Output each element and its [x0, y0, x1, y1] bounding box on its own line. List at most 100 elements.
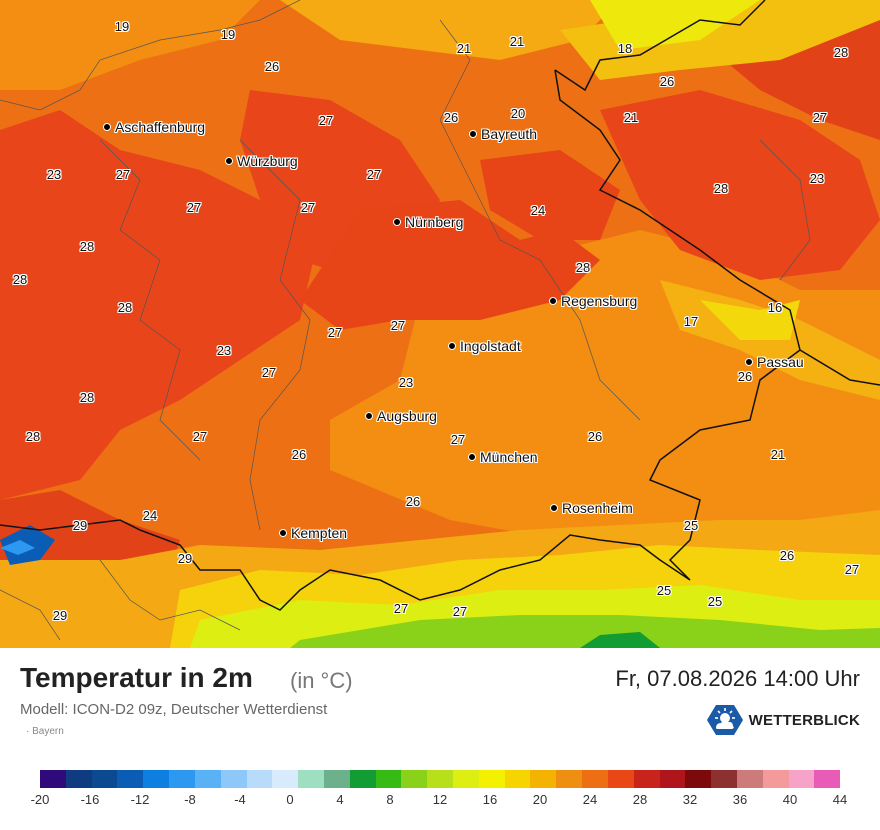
temp-value: 28: [79, 390, 95, 405]
temperature-map: Aschaffenburg Würzburg Bayreuth Nürnberg…: [0, 0, 880, 648]
scale-tick-label: -8: [184, 792, 196, 807]
temp-value: 16: [767, 300, 783, 315]
temp-value: 27: [327, 325, 343, 340]
city-muenchen: München: [468, 449, 538, 465]
unit-label: (in °C): [290, 668, 353, 693]
temp-value: 29: [52, 608, 68, 623]
scale-tick-label: -20: [30, 792, 50, 807]
city-wuerzburg: Würzburg: [225, 153, 298, 169]
scale-swatch: [91, 770, 118, 788]
scale-tick-label: 44: [832, 792, 848, 807]
scale-swatch: [298, 770, 324, 788]
scale-swatch: [685, 770, 712, 788]
temperature-field: [0, 0, 880, 648]
scale-swatch: [659, 770, 686, 788]
scale-swatch: [220, 770, 247, 788]
temp-value: 19: [220, 27, 236, 42]
scale-swatch: [453, 770, 479, 788]
scale-tick-label: 12: [432, 792, 448, 807]
temp-value: 27: [450, 432, 466, 447]
scale-tick-label: 0: [286, 792, 294, 807]
city-label: Ingolstadt: [460, 338, 521, 354]
model-info: Modell: ICON-D2 09z, Deutscher Wetterdie…: [20, 701, 328, 718]
temp-value: 21: [509, 34, 525, 49]
scale-swatch: [788, 770, 815, 788]
scale-swatch: [582, 770, 608, 788]
city-ingolstadt: Ingolstadt: [448, 338, 521, 354]
forecast-datetime: Fr, 07.08.2026 14:00 Uhr: [615, 666, 860, 691]
temp-value: 27: [318, 113, 334, 128]
city-marker-icon: [468, 453, 476, 462]
city-marker-icon: [745, 358, 753, 367]
temp-value: 27: [115, 167, 131, 182]
temp-value: 24: [142, 508, 158, 523]
city-marker-icon: [550, 504, 558, 513]
scale-tick-label: 40: [782, 792, 798, 807]
temp-value: 28: [833, 45, 849, 60]
temp-value: 26: [405, 494, 421, 509]
sun-cloud-hexagon-icon: [706, 705, 743, 735]
temp-value: 27: [192, 429, 208, 444]
scale-tick-label: 8: [386, 792, 394, 807]
temp-value: 29: [72, 518, 88, 533]
city-regensburg: Regensburg: [549, 293, 637, 309]
city-label: München: [480, 449, 538, 465]
temp-value: 26: [291, 447, 307, 462]
temp-value: 27: [844, 562, 860, 577]
scale-swatch: [401, 770, 428, 788]
city-label: Nürnberg: [405, 214, 464, 230]
scale-swatch: [349, 770, 376, 788]
city-label: Rosenheim: [562, 500, 633, 516]
temp-value: 28: [12, 272, 28, 287]
scale-tick-label: 36: [732, 792, 748, 807]
temp-value: 27: [366, 167, 382, 182]
temp-value: 26: [737, 369, 753, 384]
city-label: Bayreuth: [481, 126, 538, 142]
city-bayreuth: Bayreuth: [469, 126, 537, 142]
scale-tick-label: 28: [632, 792, 648, 807]
temp-value: 26: [659, 74, 675, 89]
map-footer: Temperatur in 2m (in °C) Fr, 07.08.2026 …: [0, 648, 880, 830]
city-label: Regensburg: [561, 293, 638, 309]
scale-tick-label: -4: [234, 792, 246, 807]
brand-name: WETTERBLICK: [748, 711, 860, 729]
scale-swatch: [556, 770, 583, 788]
scale-tick-label: 16: [482, 792, 498, 807]
city-marker-icon: [103, 123, 111, 132]
temp-value: 27: [812, 110, 828, 125]
scale-swatch: [143, 770, 170, 788]
scale-swatch: [40, 770, 66, 788]
temp-value: 26: [779, 548, 795, 563]
temp-value: 21: [456, 41, 472, 56]
scale-swatch: [762, 770, 789, 788]
city-marker-icon: [225, 157, 233, 166]
temp-value: 26: [443, 110, 459, 125]
city-marker-icon: [279, 529, 287, 538]
city-passau: Passau: [745, 354, 804, 370]
city-kempten: Kempten: [279, 525, 347, 541]
city-label: Aschaffenburg: [115, 119, 206, 135]
scale-tick-label: 24: [582, 792, 598, 807]
city-marker-icon: [549, 297, 557, 306]
temp-value: 28: [25, 429, 41, 444]
scale-swatch: [323, 770, 350, 788]
temp-value: 27: [186, 200, 202, 215]
scale-swatch: [478, 770, 505, 788]
scale-swatch: [736, 770, 763, 788]
city-label: Passau: [757, 354, 804, 370]
city-rosenheim: Rosenheim: [550, 500, 633, 516]
scale-tick-label: 20: [532, 792, 548, 807]
temp-value: 29: [177, 551, 193, 566]
scale-tick-label: 32: [682, 792, 698, 807]
temp-value: 28: [713, 181, 729, 196]
scale-swatch: [814, 770, 841, 788]
scale-tick-label: 4: [336, 792, 344, 807]
scale-ticks: -20 -16 -12 -8 -4 0 4 8 12 16 20 24 28 32 36 40 44: [31, 792, 848, 808]
city-label: Kempten: [291, 525, 348, 541]
city-marker-icon: [469, 130, 477, 139]
scale-swatch: [633, 770, 660, 788]
city-aschaffenburg: Aschaffenburg: [103, 119, 205, 135]
temp-value: 27: [261, 365, 277, 380]
temp-value: 28: [575, 260, 591, 275]
city-marker-icon: [448, 342, 456, 351]
